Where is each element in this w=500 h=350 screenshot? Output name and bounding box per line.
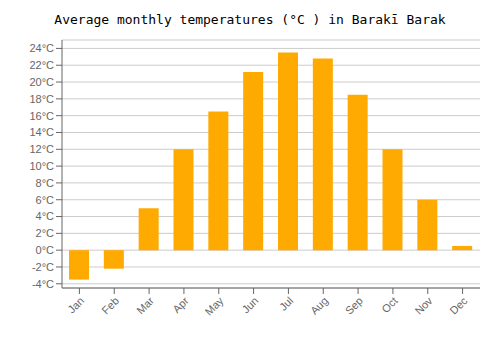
svg-text:18°C: 18°C bbox=[29, 93, 54, 105]
svg-text:20°C: 20°C bbox=[29, 76, 54, 88]
html-text:Average monthly temperatures (: Average monthly temperatures (°C ) in Ba… bbox=[54, 12, 446, 27]
svg-text:Jan: Jan bbox=[65, 294, 86, 315]
svg-text:16°C: 16°C bbox=[29, 110, 54, 122]
svg-text:14°C: 14°C bbox=[29, 126, 54, 138]
svg-text:Feb: Feb bbox=[99, 294, 121, 316]
svg-text:4°C: 4°C bbox=[36, 210, 55, 222]
svg-text:Dec: Dec bbox=[447, 294, 470, 317]
svg-text:-4°C: -4°C bbox=[32, 278, 54, 290]
svg-text:12°C: 12°C bbox=[29, 143, 54, 155]
svg-text:Oct: Oct bbox=[379, 294, 400, 315]
svg-text:Apr: Apr bbox=[170, 294, 191, 315]
svg-text:Aug: Aug bbox=[308, 294, 330, 316]
svg-text:Jun: Jun bbox=[239, 294, 260, 315]
svg-text:24°C: 24°C bbox=[29, 42, 54, 54]
svg-text:2°C: 2°C bbox=[36, 227, 55, 239]
svg-text:Jul: Jul bbox=[277, 294, 295, 312]
svg-text:Mar: Mar bbox=[134, 294, 156, 316]
svg-text:6°C: 6°C bbox=[36, 194, 55, 206]
svg-text:0°C: 0°C bbox=[36, 244, 55, 256]
svg-text:May: May bbox=[203, 294, 227, 318]
svg-text:22°C: 22°C bbox=[29, 59, 54, 71]
svg-text:8°C: 8°C bbox=[36, 177, 55, 189]
svg-text:10°C: 10°C bbox=[29, 160, 54, 172]
svg-text:Nov: Nov bbox=[412, 294, 435, 317]
svg-text:Sep: Sep bbox=[343, 294, 365, 316]
svg-text:-2°C: -2°C bbox=[32, 261, 54, 273]
